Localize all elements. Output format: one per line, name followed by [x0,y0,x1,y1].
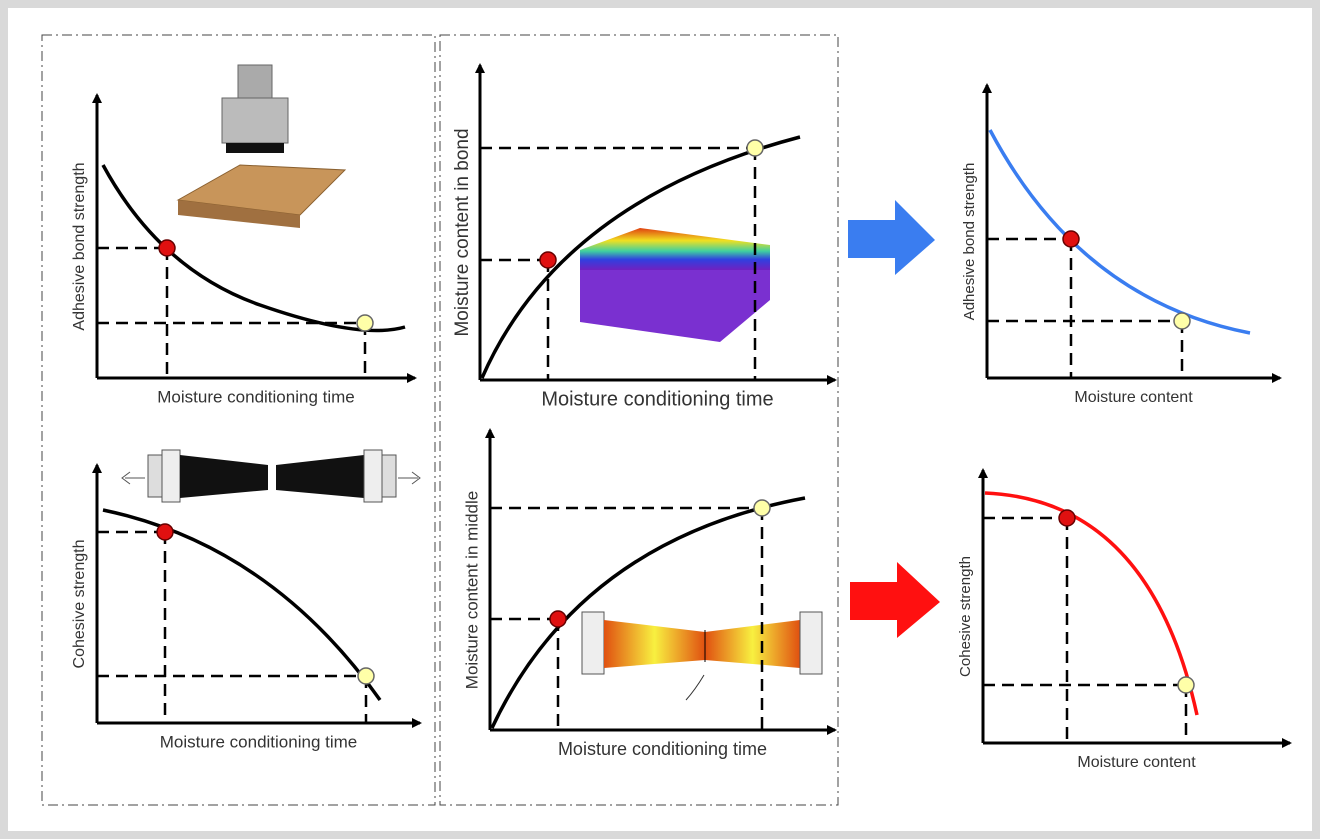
y-axis-label: Moisture content in middle [462,491,481,689]
y-axis-label: Adhesive bond strength [71,162,88,330]
y-axis-label: Moisture content in bond [452,128,473,336]
point-yellow [747,140,763,156]
point-red [1063,231,1079,247]
y-axis-label: Cohesive strength [71,540,88,669]
x-axis-label: Moisture conditioning time [541,388,773,410]
point-yellow [754,500,770,516]
point-yellow [1174,313,1190,329]
page: Moisture conditioning time Adhesive bond … [0,0,1320,839]
y-axis-label: Adhesive bond strength [961,163,978,321]
point-yellow [357,315,373,331]
point-red [540,252,556,268]
diagram: Moisture conditioning time Adhesive bond … [0,0,1320,839]
x-axis-label: Moisture content [1074,389,1193,406]
point-yellow [1178,677,1194,693]
canvas [8,8,1312,831]
x-axis-label: Moisture conditioning time [160,732,357,751]
point-red [157,524,173,540]
point-red [159,240,175,256]
y-axis-label: Cohesive strength [957,556,974,677]
point-yellow [358,668,374,684]
point-red [1059,510,1075,526]
x-axis-label: Moisture conditioning time [558,739,767,759]
x-axis-label: Moisture content [1077,754,1196,771]
point-red [550,611,566,627]
x-axis-label: Moisture conditioning time [157,387,354,406]
